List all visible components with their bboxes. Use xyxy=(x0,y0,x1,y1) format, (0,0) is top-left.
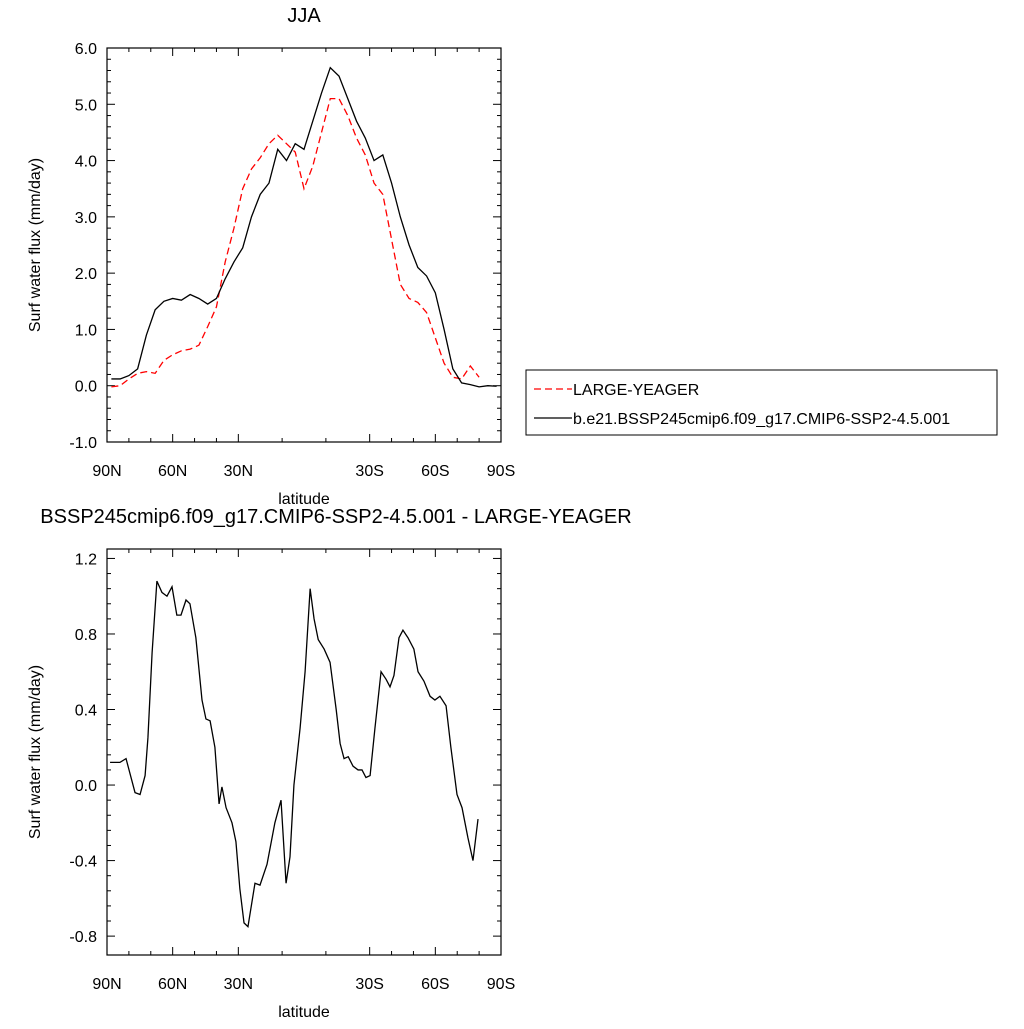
y-tick-label: 0.4 xyxy=(75,703,97,720)
y-tick-label: 6.0 xyxy=(75,41,97,58)
y-axis-label: Surf water flux (mm/day) xyxy=(27,665,44,839)
legend: LARGE-YEAGER b.e21.BSSP245cmip6.f09_g17.C… xyxy=(525,369,998,436)
x-tick-label: 60N xyxy=(158,463,187,480)
x-tick-label: 60S xyxy=(421,976,449,993)
x-axis-label: latitude xyxy=(278,491,330,508)
legend-label: LARGE-YEAGER xyxy=(573,382,699,399)
y-tick-label: 0.0 xyxy=(75,778,97,795)
y-tick-label: 0.0 xyxy=(75,379,97,396)
plot-frame xyxy=(106,548,502,956)
x-axis-label: latitude xyxy=(278,1004,330,1021)
x-tick-label: 30N xyxy=(224,976,253,993)
x-tick-label: 90S xyxy=(487,976,515,993)
x-tick-label: 60N xyxy=(158,976,187,993)
data-line xyxy=(111,98,480,388)
y-tick-label: -0.8 xyxy=(69,929,97,946)
x-tick-label: 30S xyxy=(355,976,383,993)
y-tick-label: 2.0 xyxy=(75,266,97,283)
x-tick-label: 30N xyxy=(224,463,253,480)
legend-box xyxy=(525,369,998,436)
y-tick-label: 4.0 xyxy=(75,154,97,171)
y-tick-label: 0.8 xyxy=(75,627,97,644)
data-line xyxy=(111,66,497,388)
y-tick-label: 5.0 xyxy=(75,97,97,114)
chart-title: JJA xyxy=(287,5,321,27)
plot-frame xyxy=(106,47,502,443)
chart-title: BSSP245cmip6.f09_g17.CMIP6-SSP2-4.5.001 … xyxy=(40,506,631,528)
x-tick-label: 90N xyxy=(92,976,121,993)
y-tick-label: -1.0 xyxy=(69,435,97,452)
y-tick-label: 3.0 xyxy=(75,210,97,227)
y-tick-label: -0.4 xyxy=(69,854,97,871)
y-tick-label: 1.0 xyxy=(75,322,97,339)
x-tick-label: 90N xyxy=(92,463,121,480)
legend-label: b.e21.BSSP245cmip6.f09_g17.CMIP6-SSP2-4.… xyxy=(573,411,950,428)
y-tick-label: 1.2 xyxy=(75,551,97,568)
x-tick-label: 60S xyxy=(421,463,449,480)
y-axis-label: Surf water flux (mm/day) xyxy=(27,158,44,332)
data-line xyxy=(110,580,479,928)
x-tick-label: 30S xyxy=(355,463,383,480)
x-tick-label: 90S xyxy=(487,463,515,480)
